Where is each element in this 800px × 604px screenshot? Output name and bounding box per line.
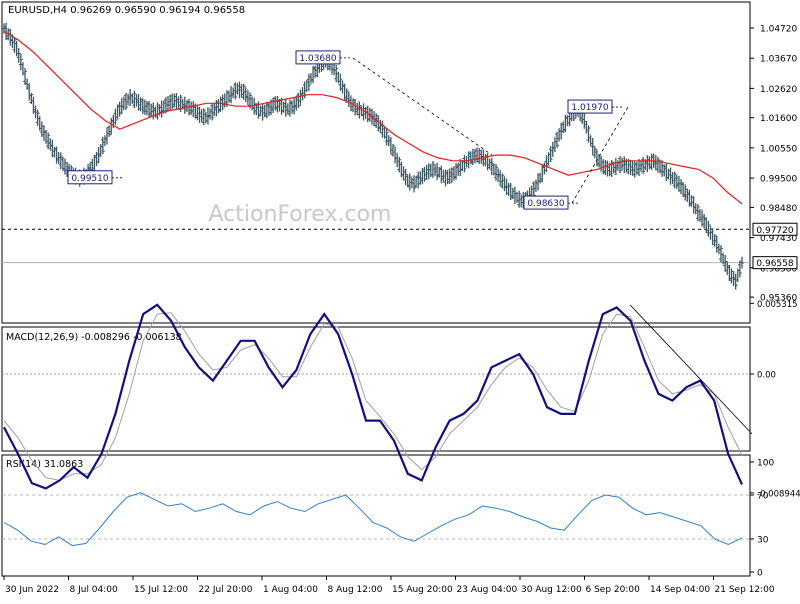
time-tick-label: 15 Aug 20:00 (392, 585, 453, 595)
price-callout-box (523, 195, 569, 210)
rsi-tick-label: 100 (757, 459, 774, 469)
price-axis-badge-label: 0.97720 (756, 226, 793, 236)
rsi-pane (1, 454, 751, 577)
price-axis-badge (752, 222, 798, 236)
price-tick-label: 0.96380 (760, 264, 797, 274)
price-tick-label: 1.01600 (760, 114, 797, 124)
time-tick-label: 15 Jul 12:00 (134, 585, 188, 595)
moving-average-line (3, 30, 743, 205)
price-axis-badge (752, 256, 798, 270)
trend-line-dashed (352, 57, 493, 156)
price-tick-label: 1.00550 (760, 144, 797, 154)
rsi-title: RSI(14) 31.0863 (6, 459, 83, 470)
price-header: EURUSD,H4 0.96269 0.96590 0.96194 0.9655… (8, 5, 245, 16)
macd-main-line (3, 303, 744, 490)
rsi-tick-label: 70 (757, 492, 769, 502)
price-callout-label: 1.01970 (571, 103, 608, 113)
price-tick-label: 0.99500 (760, 175, 797, 185)
price-tick-label: 0.95360 (760, 294, 797, 304)
price-axis-badge-label: 0.96558 (756, 259, 793, 269)
price-tick-label: 1.04720 (760, 25, 797, 35)
price-callout-label: 0.98630 (527, 199, 564, 209)
macd-signal-line (3, 312, 743, 481)
price-tick-label: 0.97430 (760, 234, 797, 244)
time-tick-label: 8 Aug 12:00 (328, 585, 383, 595)
time-tick-label: 6 Sep 20:00 (586, 585, 641, 595)
time-tick-label: 30 Aug 12:00 (521, 585, 582, 595)
macd-pane (1, 326, 751, 452)
time-tick-label: 23 Aug 04:00 (457, 585, 518, 595)
price-callout-label: 0.99510 (71, 174, 108, 184)
price-callout-box (295, 50, 341, 65)
macd-tick-label: 0.005315 (757, 300, 798, 310)
rsi-tick-label: 30 (757, 536, 769, 546)
main-price-pane (1, 1, 751, 324)
trend-line-dashed (571, 106, 629, 204)
rsi-line (3, 492, 743, 547)
price-tick-label: 0.98480 (760, 204, 797, 214)
rsi-tick-label: 0 (757, 569, 763, 579)
time-tick-label: 1 Aug 04:00 (263, 585, 318, 595)
macd-tick-label: -0.008944 (757, 489, 800, 499)
time-tick-label: 21 Sep 12:00 (715, 585, 775, 595)
watermark: ActionForex.com (209, 202, 392, 227)
price-callout-box (67, 170, 113, 185)
time-tick-label: 22 Jul 20:00 (199, 585, 253, 595)
price-callout-box (567, 99, 613, 114)
time-tick-label: 30 Jun 2022 (5, 585, 59, 595)
time-tick-label: 8 Jul 04:00 (70, 585, 119, 595)
price-tick-label: 1.03670 (760, 55, 797, 65)
macd-tick-label: 0.00 (757, 371, 776, 381)
price-callout-label: 1.03680 (299, 54, 336, 64)
macd-title: MACD(12,26,9) -0.008296 -0.006138 (6, 332, 182, 343)
time-tick-label: 14 Sep 04:00 (650, 585, 710, 595)
macd-trend-line (629, 304, 753, 435)
price-tick-label: 1.02620 (760, 85, 797, 95)
